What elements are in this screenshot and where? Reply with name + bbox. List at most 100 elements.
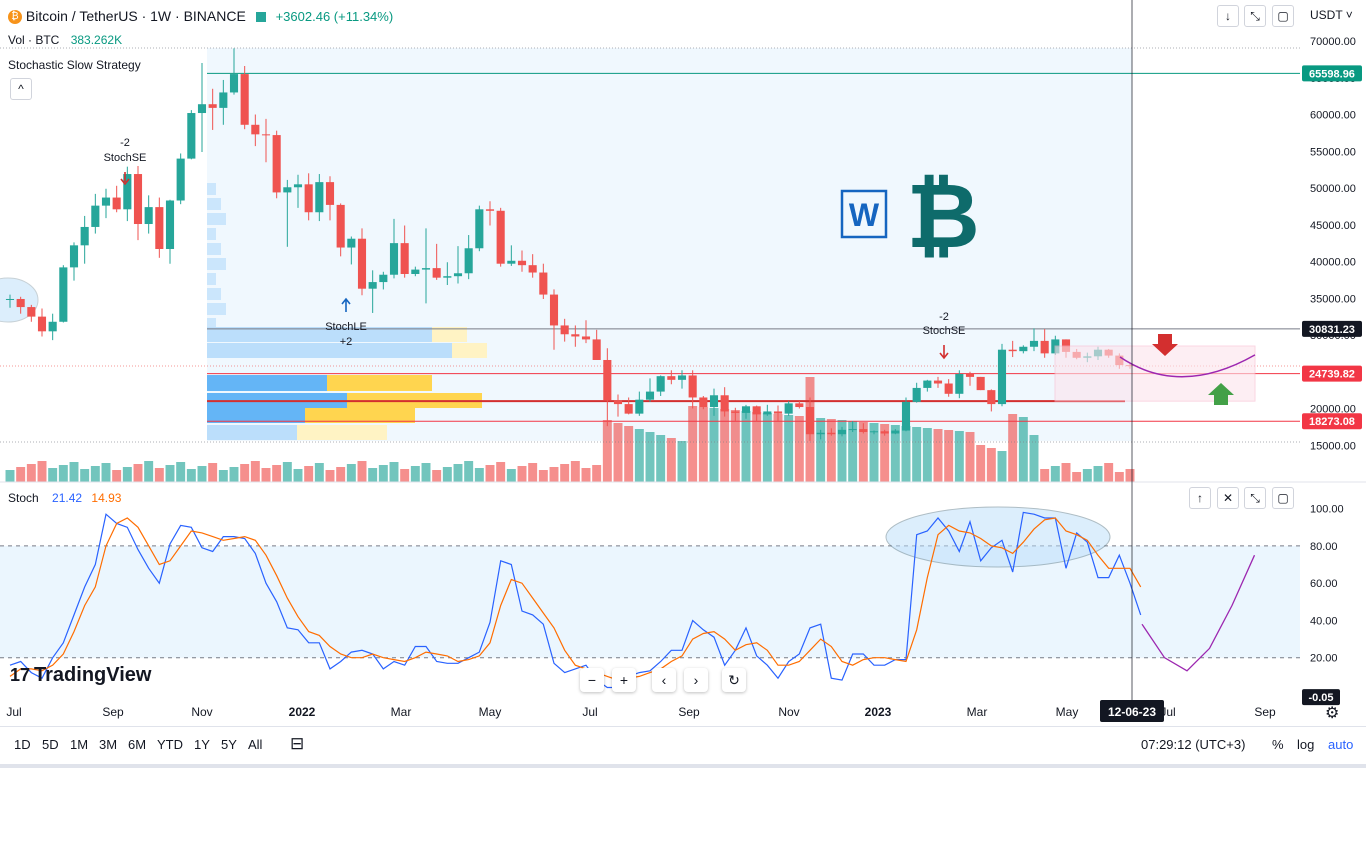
price-axis-tick: 15000.00 [1310,440,1356,452]
volume-bar [336,467,346,482]
candle-body [27,307,36,317]
volume-profile-bar [207,343,452,358]
candle-body [1029,340,1039,347]
currency-select[interactable]: USDT ˅ [1310,8,1353,22]
reset-icon[interactable]: ↻ [722,668,746,692]
tradingview-logo: 17 TradingView [10,664,151,687]
stochse-count: -2 [939,311,949,323]
candle-body [1040,340,1049,354]
candle-body [176,158,185,201]
volume-bar [1093,466,1103,482]
candle-body [144,207,153,225]
candle [496,207,505,267]
forecast-curve [1119,354,1256,378]
candle-body [400,243,409,274]
candle-body [603,359,612,401]
timeframe-5y[interactable]: 5Y [221,737,237,752]
volume-profile-bar [207,327,432,342]
arrow-down-icon[interactable]: ↓ [1217,5,1239,27]
maximize-pane-icon[interactable]: ▢ [1272,487,1294,509]
resistance-price-label-bg [1302,320,1362,337]
candle-body [955,373,964,394]
calendar-range-icon[interactable]: ⊟ [290,734,305,753]
timeframe-5d[interactable]: 5D [42,737,59,752]
candle [912,382,921,403]
volume-bar [464,461,474,482]
strategy-label[interactable]: Stochastic Slow Strategy [8,58,141,72]
expand-pane-icon[interactable]: ⤡ [1244,487,1266,509]
scroll-left-icon[interactable]: ‹ [652,668,676,692]
volume-bar [698,407,708,482]
candle-body [208,104,217,108]
timeframe-1y[interactable]: 1Y [194,737,210,752]
volume-bar [837,420,847,482]
zoom-out-icon[interactable]: − [580,668,604,692]
stoch-ellipse [885,506,1111,568]
flag-icon[interactable] [255,12,266,23]
volume-bar [794,416,804,482]
candle-body [571,334,580,337]
chart-canvas[interactable]: 15000.0020000.0025000.0030000.0035000.00… [0,0,1366,726]
volume-bar [154,468,164,482]
settings-icon[interactable]: ⚙ [1325,705,1340,722]
candle [293,174,303,208]
volume-bar [944,430,954,482]
candle [485,201,495,226]
volume-bar [112,470,122,482]
volume-profile-bar [207,243,221,255]
collapse-legend-button[interactable]: ^ [10,78,32,100]
candle-body [976,376,985,391]
w-logo-icon [840,189,888,239]
timeframe-ytd[interactable]: YTD [157,737,183,752]
volume-bar [912,427,922,482]
candle-body [464,248,473,274]
candle-body [229,74,239,93]
candle [453,246,463,284]
candle-body [933,380,943,384]
candle [837,426,847,437]
stochse-count: -2 [120,137,130,149]
auto-toggle[interactable]: auto [1328,737,1354,752]
timeframe-1d[interactable]: 1D [14,737,31,752]
candle [443,262,452,286]
bitcoin-symbol-icon: ₿ [8,10,22,25]
candle-body [379,274,388,283]
candle-body [656,376,665,392]
timeframe-1m[interactable]: 1M [70,737,89,752]
arrow-up-icon[interactable]: ↑ [1189,487,1211,509]
candle-body [336,204,345,248]
percent-toggle[interactable]: % [1272,737,1284,752]
volume-profile-bar [207,375,327,391]
volume-profile-bar [207,198,221,210]
candle [699,396,708,410]
candle-body [1019,346,1028,352]
timeframe-3m[interactable]: 3M [99,737,118,752]
volume-profile-bar [327,375,432,391]
candle-body [304,184,313,213]
candle-body [688,375,697,398]
scroll-right-icon[interactable]: › [684,668,708,692]
close-icon[interactable]: ✕ [1217,487,1239,509]
timeframe-6m[interactable]: 6M [128,737,147,752]
candle [16,296,25,314]
timeframe-all[interactable]: All [248,737,263,752]
volume-bar [677,441,687,482]
zoom-in-icon[interactable]: + [612,668,636,692]
clock-time[interactable]: 07:29:12 (UTC+3) [1141,737,1246,752]
volume-bar [485,465,495,482]
candle [421,228,431,304]
candle-body [37,316,47,332]
volume-bar [624,426,634,482]
volume-bar [58,465,68,482]
volume-bar [645,432,655,482]
log-toggle[interactable]: log [1297,737,1315,752]
time-axis-tick: Jul [582,705,597,719]
candle [891,429,900,435]
symbol-title[interactable]: Bitcoin / TetherUS · 1W · BINANCE [25,8,246,24]
expand-icon[interactable]: ⤡ [1244,5,1266,27]
candle-body [731,411,740,413]
maximize-icon[interactable]: ▢ [1272,5,1294,27]
candle [997,343,1007,407]
high-price-label-bg [1302,65,1362,82]
candle [187,110,196,160]
